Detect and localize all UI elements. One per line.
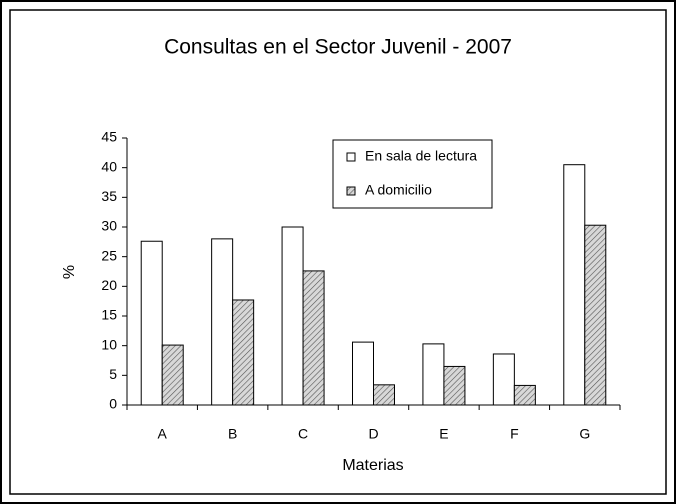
bar	[563, 164, 586, 406]
bar	[352, 341, 374, 406]
y-axis-label: %	[61, 265, 78, 279]
bar	[443, 365, 466, 406]
x-axis-label: Materias	[342, 457, 403, 474]
chart-title: Consultas en el Sector Juvenil - 2007	[164, 36, 512, 59]
x-tick-label: B	[228, 426, 237, 442]
x-tick-label: D	[368, 426, 378, 442]
bar	[281, 226, 304, 406]
y-tick-label: 45	[101, 129, 117, 145]
legend-label: A domicilio	[365, 182, 432, 198]
y-tick-label: 15	[101, 307, 117, 323]
x-tick-label: C	[298, 426, 308, 442]
chart-area	[9, 9, 667, 495]
bar	[232, 299, 255, 406]
bar	[513, 384, 536, 406]
y-tick-label: 5	[109, 366, 117, 382]
x-tick-label: F	[510, 426, 519, 442]
bar	[302, 270, 325, 406]
x-tick-label: E	[439, 426, 448, 442]
bar	[422, 343, 445, 406]
legend-box	[332, 139, 493, 209]
bar	[584, 224, 607, 406]
y-tick-label: 25	[101, 247, 117, 263]
bar	[373, 384, 395, 406]
y-tick-label: 40	[101, 158, 117, 174]
legend-swatch	[346, 186, 356, 196]
bar	[211, 238, 234, 406]
bar	[140, 240, 163, 406]
y-tick-label: 35	[101, 188, 117, 204]
y-tick-label: 30	[101, 218, 117, 234]
legend-swatch	[346, 152, 356, 162]
y-tick-label: 10	[101, 336, 117, 352]
bar	[161, 344, 184, 406]
y-tick-label: 0	[109, 396, 117, 412]
legend-label: En sala de lectura	[365, 148, 477, 164]
x-tick-label: A	[158, 426, 168, 442]
bar	[492, 353, 515, 406]
y-tick-label: 20	[101, 277, 117, 293]
x-tick-label: G	[579, 426, 590, 442]
